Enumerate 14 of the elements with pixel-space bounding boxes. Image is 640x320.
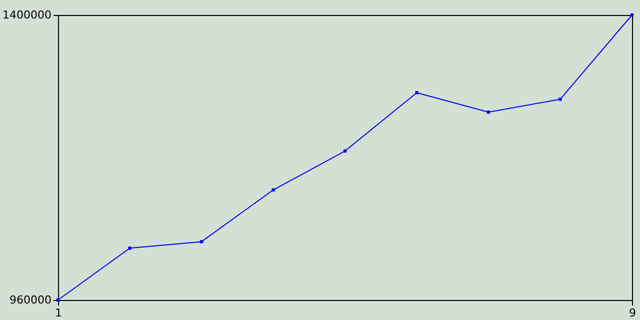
y-tick-label: 960000 [10,294,52,306]
line-series [56,13,634,302]
point [558,98,562,101]
point [56,298,60,302]
x-tick-label: 1 [55,306,62,320]
point [486,110,490,114]
point [128,246,132,250]
point [272,188,275,192]
point [630,13,634,17]
point [200,240,204,244]
x-tick-label: 9 [629,306,636,320]
y-tick-label: 1400000 [2,8,52,22]
point [415,91,418,94]
point [343,149,347,153]
